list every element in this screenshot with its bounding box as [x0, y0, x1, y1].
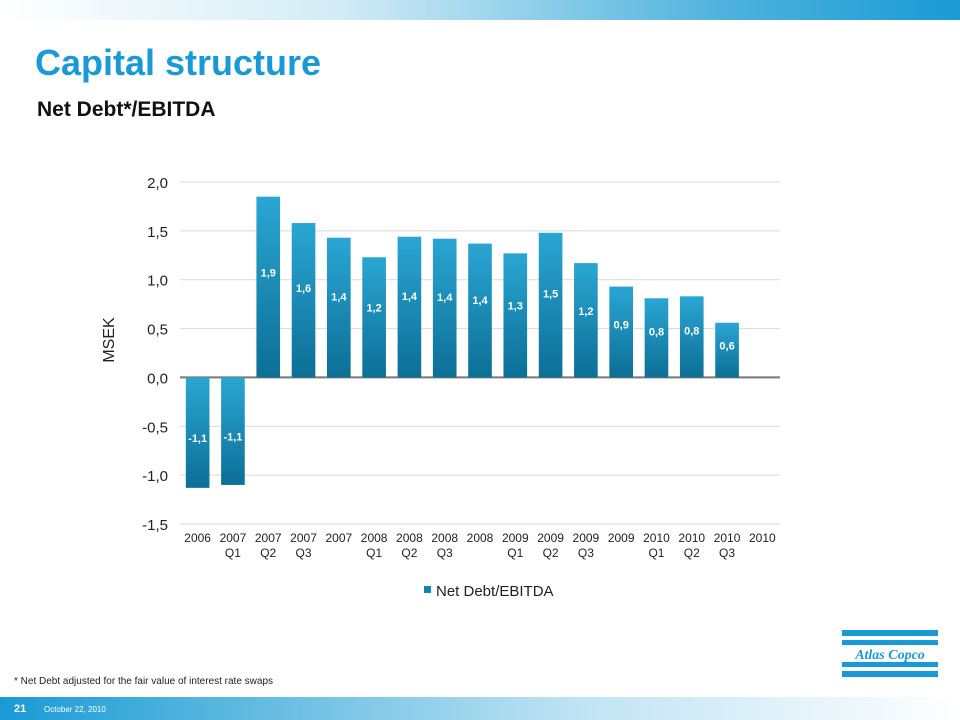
x-tick-label: Q1: [366, 546, 382, 560]
bar: [609, 286, 633, 378]
bar-data-label: 0,8: [684, 325, 699, 337]
x-tick-label: Q2: [401, 546, 417, 560]
x-tick-label: Q3: [437, 546, 453, 560]
page-number: 21: [14, 703, 27, 715]
y-tick-label: -0,5: [142, 419, 168, 436]
x-tick-label: 2007: [255, 531, 282, 545]
x-tick-label: 2010: [678, 531, 705, 545]
x-tick-label: 2007: [325, 531, 352, 545]
y-tick-label: 0,0: [147, 370, 168, 387]
x-tick-label: Q1: [507, 546, 523, 560]
bar-data-label: 0,6: [719, 341, 734, 353]
page-subtitle: Net Debt*/EBITDA: [37, 98, 216, 121]
bar-data-label: 1,5: [543, 289, 558, 301]
x-tick-label: 2007: [290, 531, 317, 545]
bar-data-label: -1,1: [188, 433, 207, 445]
x-tick-label: Q1: [648, 546, 664, 560]
x-tick-label: 2010: [643, 531, 670, 545]
bottom-gradient-band: [0, 697, 960, 720]
bar: [538, 232, 563, 378]
x-tick-label: 2008: [431, 531, 458, 545]
x-tick-label: Q1: [225, 546, 241, 560]
y-tick-label: 1,5: [147, 224, 168, 241]
bar-data-label: 1,4: [402, 291, 418, 303]
bar: [291, 223, 316, 378]
bar-data-label: 0,9: [614, 320, 629, 332]
atlas-copco-logo: Atlas Copco: [842, 630, 938, 677]
x-tick-label: Q3: [719, 546, 735, 560]
bar: [679, 296, 704, 378]
x-tick-label: Q3: [578, 546, 594, 560]
bar: [644, 298, 669, 378]
x-tick-label: 2009: [573, 531, 600, 545]
x-tick-label: 2009: [608, 531, 635, 545]
legend-swatch: [424, 586, 431, 593]
page-title: Capital structure: [35, 42, 322, 83]
legend: Net Debt/EBITDA: [424, 583, 554, 600]
bar-data-label: 1,2: [366, 303, 381, 315]
bar: [715, 322, 739, 378]
data-labels: -1,1 -1,1 1,9 1,6 1,4 1,2 1,4 1,4 1,4 1,3 1,5 1,2 0,…: [188, 268, 735, 446]
y-tick-label: 0,5: [147, 322, 168, 339]
bar: [468, 243, 492, 378]
x-tick-label: Q3: [296, 546, 312, 560]
y-axis-label: MSEK: [101, 317, 118, 363]
bars: [185, 196, 739, 488]
x-tick-label: 2006: [184, 531, 211, 545]
x-tick-label: 2009: [537, 531, 564, 545]
x-tick-label: 2007: [220, 531, 247, 545]
bar: [221, 377, 245, 485]
net-debt-ebitda-chart: -1,1 -1,1 1,9 1,6 1,4 1,2 1,4 1,4 1,4 1,3 1,5 1,2 0,…: [101, 175, 780, 600]
y-tick-label: 1,0: [147, 273, 168, 290]
x-tick-label: 2010: [749, 531, 776, 545]
bar-data-label: 1,6: [296, 283, 311, 295]
slide-date: October 22, 2010: [44, 705, 106, 714]
bar-data-label: 1,2: [578, 306, 593, 318]
bar: [327, 237, 351, 378]
svg-text:Atlas Copco: Atlas Copco: [854, 648, 925, 663]
bar: [362, 257, 386, 378]
bar-data-label: 1,4: [472, 295, 488, 307]
y-tick-label: -1,5: [142, 517, 168, 534]
bar-data-label: 1,4: [331, 291, 347, 303]
bar: [256, 196, 281, 378]
bar-data-label: -1,1: [223, 432, 242, 444]
legend-label: Net Debt/EBITDA: [436, 583, 554, 600]
bar: [397, 236, 422, 378]
x-tick-label: 2008: [467, 531, 494, 545]
x-tick-label: 2010: [714, 531, 741, 545]
x-tick-label: 2008: [361, 531, 388, 545]
y-tick-label: -1,0: [142, 468, 168, 485]
bar: [432, 238, 457, 378]
bar: [185, 377, 210, 488]
y-tick-label: 2,0: [147, 175, 168, 192]
bar: [574, 263, 598, 378]
y-tick-labels: 2,0 1,5 1,0 0,5 0,0 -0,5 -1,0 -1,5: [142, 175, 168, 534]
bar-data-label: 1,3: [508, 300, 523, 312]
x-tick-label: 2009: [502, 531, 529, 545]
x-tick-label: Q2: [684, 546, 700, 560]
bar-data-label: 0,8: [649, 327, 664, 339]
x-tick-label: 2008: [396, 531, 423, 545]
bar-data-label: 1,4: [437, 292, 453, 304]
top-gradient-band: [0, 0, 960, 20]
x-tick-label: Q2: [260, 546, 276, 560]
bar: [503, 253, 528, 378]
bar-data-label: 1,9: [261, 268, 276, 280]
footnote: * Net Debt adjusted for the fair value o…: [14, 676, 274, 687]
x-tick-label: Q2: [543, 546, 559, 560]
